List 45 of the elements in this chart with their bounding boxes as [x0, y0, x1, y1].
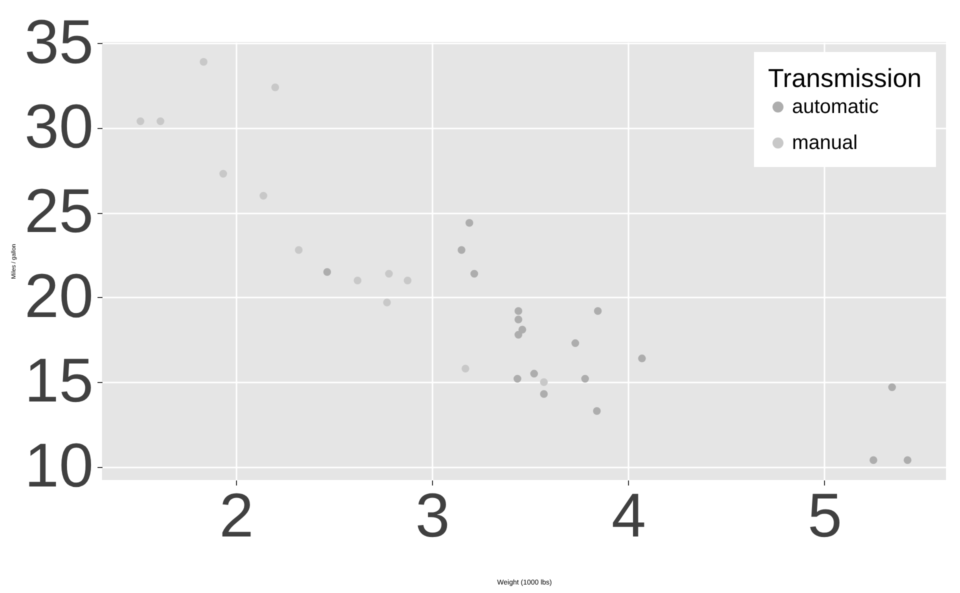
point — [136, 117, 144, 126]
y-tick-label: 25 — [24, 177, 94, 246]
y-tick-label: 30 — [24, 92, 94, 162]
point — [514, 307, 522, 315]
point — [458, 246, 466, 254]
point — [156, 117, 164, 126]
point — [470, 270, 478, 278]
x-tick-label: 3 — [415, 482, 450, 550]
point — [514, 330, 522, 339]
point — [870, 456, 878, 464]
point — [904, 456, 912, 464]
point — [383, 298, 391, 306]
point — [540, 390, 548, 398]
point — [540, 378, 548, 386]
point — [518, 326, 526, 334]
y-tick-label: 20 — [24, 262, 94, 331]
x-tick-label: 2 — [219, 482, 254, 550]
point — [530, 370, 538, 378]
point — [294, 246, 303, 254]
point — [354, 276, 362, 284]
point — [888, 383, 896, 392]
x-tick-label: 4 — [612, 482, 646, 550]
y-tick-label: 15 — [24, 346, 94, 416]
point — [323, 268, 332, 276]
point — [592, 407, 601, 415]
point — [571, 339, 580, 348]
point — [581, 374, 589, 383]
point — [271, 83, 280, 92]
point — [219, 170, 228, 178]
legend-title: Transmission — [768, 63, 922, 93]
point — [466, 219, 474, 227]
point — [514, 316, 522, 324]
point — [638, 354, 646, 362]
point — [404, 276, 412, 284]
x-tick-label: 5 — [808, 482, 842, 550]
point — [462, 364, 470, 372]
y-tick-label: 35 — [24, 8, 94, 77]
y-tick-label: 10 — [24, 431, 94, 500]
legend-label: manual — [792, 132, 858, 154]
point — [200, 58, 208, 66]
point — [594, 307, 602, 315]
point — [260, 192, 268, 200]
point — [514, 374, 522, 383]
legend-label: automatic — [792, 96, 879, 118]
point — [385, 270, 393, 278]
